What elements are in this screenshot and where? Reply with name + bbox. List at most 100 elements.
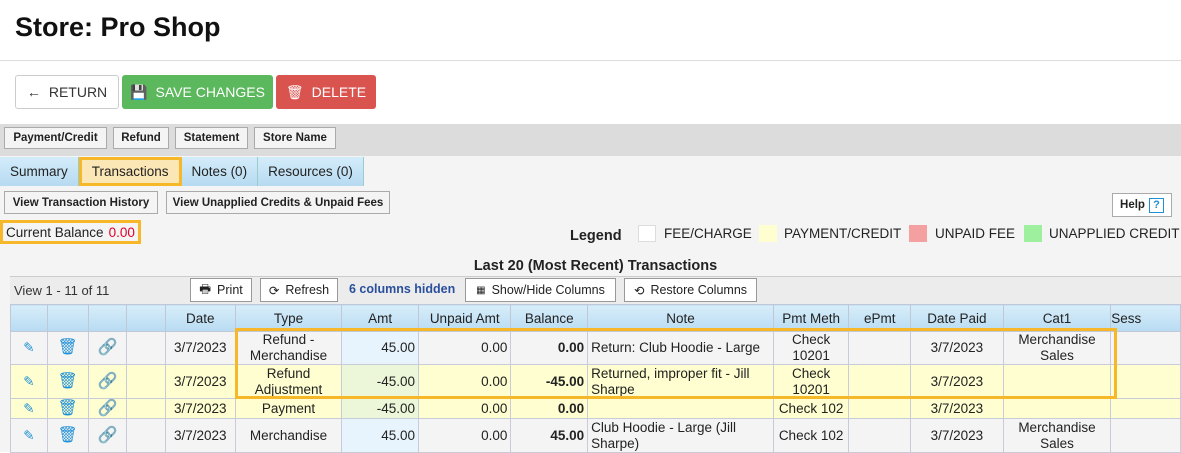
column-header[interactable] bbox=[126, 304, 166, 332]
grid-title: Last 20 (Most Recent) Transactions bbox=[473, 258, 718, 274]
column-header[interactable] bbox=[46, 304, 89, 332]
link-icon[interactable]: 🔗 bbox=[87, 398, 128, 419]
note-cell: Return: Club Hoodie - Large bbox=[587, 331, 774, 365]
note-cell: Club Hoodie - Large (Jill Sharpe) bbox=[587, 418, 774, 453]
date-paid-cell: 3/7/2023 bbox=[910, 364, 1004, 399]
column-header[interactable]: Type bbox=[234, 304, 343, 332]
print-button[interactable]: 🖶 Print bbox=[190, 278, 252, 302]
save-changes-button[interactable]: 💾 SAVE CHANGES bbox=[122, 75, 273, 109]
type-cell: Refund Adjustment bbox=[234, 364, 343, 399]
grid-icon: ▦ bbox=[476, 284, 486, 296]
restore-columns-button[interactable]: ⟲ Restore Columns bbox=[624, 278, 757, 302]
link-icon[interactable]: 🔗 bbox=[87, 418, 128, 453]
statement-button[interactable]: Statement bbox=[175, 127, 248, 149]
view-transaction-history-button[interactable]: View Transaction History bbox=[4, 191, 158, 214]
legend-payment: PAYMENT/CREDIT bbox=[784, 226, 902, 241]
unpaid-cell: 0.00 bbox=[417, 398, 512, 419]
tab-summary[interactable]: Summary bbox=[0, 157, 79, 186]
printer-icon: 🖶 bbox=[199, 281, 212, 296]
column-header[interactable] bbox=[87, 304, 128, 332]
trash-icon[interactable]: 🗑 bbox=[46, 331, 89, 365]
date-cell: 3/7/2023 bbox=[164, 331, 236, 365]
column-header[interactable]: Amt bbox=[341, 304, 419, 332]
tab-transactions[interactable]: Transactions bbox=[78, 157, 182, 186]
type-cell: Merchandise bbox=[234, 418, 343, 453]
date-paid-cell: 3/7/2023 bbox=[910, 418, 1004, 453]
balance-cell: 0.00 bbox=[510, 398, 589, 419]
epmt-cell bbox=[848, 331, 912, 365]
column-header[interactable]: Note bbox=[587, 304, 774, 332]
table-row: ✎ 🗑 🔗 3/7/2023 Refund - Merchandise 45.00 … bbox=[10, 331, 1181, 365]
date-paid-cell: 3/7/2023 bbox=[910, 398, 1004, 419]
epmt-cell bbox=[848, 418, 912, 453]
edit-icon[interactable]: ✎ bbox=[10, 418, 48, 453]
table-row: ✎ 🗑 🔗 3/7/2023 Refund Adjustment -45.00 0.… bbox=[10, 364, 1181, 399]
edit-icon[interactable]: ✎ bbox=[10, 364, 48, 399]
unpaid-cell: 0.00 bbox=[417, 331, 512, 365]
column-header[interactable]: Pmt Meth bbox=[772, 304, 850, 332]
delete-button[interactable]: 🗑 DELETE bbox=[276, 75, 376, 109]
column-header[interactable] bbox=[10, 304, 48, 332]
help-button[interactable]: Help? bbox=[1112, 193, 1172, 217]
empty-cell bbox=[126, 398, 166, 419]
arrow-left-icon: ← bbox=[26, 84, 41, 100]
column-header[interactable]: Date bbox=[164, 304, 236, 332]
amt-cell: 45.00 bbox=[341, 418, 419, 453]
unpaid-cell: 0.00 bbox=[417, 418, 512, 453]
columns-hidden-link[interactable]: 6 columns hidden bbox=[349, 282, 456, 296]
sess-cell bbox=[1110, 331, 1181, 365]
unpaid-cell: 0.00 bbox=[417, 364, 512, 399]
refresh-button[interactable]: ⟳ Refresh bbox=[260, 278, 338, 302]
amt-cell: -45.00 bbox=[341, 364, 419, 399]
cat1-cell: Merchandise Sales bbox=[1002, 331, 1112, 365]
column-header[interactable]: Balance bbox=[510, 304, 589, 332]
sess-cell bbox=[1110, 364, 1181, 399]
tab-resources[interactable]: Resources (0) bbox=[258, 157, 364, 186]
refund-button[interactable]: Refund bbox=[113, 127, 169, 149]
column-header[interactable]: Cat1 bbox=[1002, 304, 1112, 332]
type-cell: Refund - Merchandise bbox=[234, 331, 343, 365]
trash-icon[interactable]: 🗑 bbox=[46, 364, 89, 399]
legend-swatch-fee bbox=[638, 225, 656, 242]
column-header[interactable]: Date Paid bbox=[910, 304, 1004, 332]
trash-icon[interactable]: 🗑 bbox=[46, 398, 89, 419]
tab-notes[interactable]: Notes (0) bbox=[181, 157, 259, 186]
legend-title: Legend bbox=[570, 228, 622, 244]
balance-cell: 45.00 bbox=[510, 418, 589, 453]
restore-icon: ⟲ bbox=[633, 283, 645, 298]
help-icon: ? bbox=[1148, 197, 1164, 213]
show-hide-columns-button[interactable]: ▦ Show/Hide Columns bbox=[465, 278, 616, 302]
date-cell: 3/7/2023 bbox=[164, 418, 236, 453]
pmt-meth-cell: Check 102 bbox=[772, 398, 850, 419]
legend-unapplied: UNAPPLIED CREDIT bbox=[1049, 226, 1180, 241]
payment-credit-button[interactable]: Payment/Credit bbox=[4, 127, 107, 149]
date-cell: 3/7/2023 bbox=[164, 398, 236, 419]
tab-bar: Summary Transactions Notes (0) Resources… bbox=[0, 157, 364, 186]
save-icon: 💾 bbox=[130, 83, 148, 100]
trash-icon[interactable]: 🗑 bbox=[46, 418, 89, 453]
trash-icon: 🗑 bbox=[285, 83, 304, 100]
sess-cell bbox=[1110, 398, 1181, 419]
table-row: ✎ 🗑 🔗 3/7/2023 Merchandise 45.00 0.00 45.0… bbox=[10, 418, 1181, 453]
column-header[interactable]: ePmt bbox=[848, 304, 912, 332]
table-row: ✎ 🗑 🔗 3/7/2023 Payment -45.00 0.00 0.00 Ch… bbox=[10, 398, 1181, 419]
cat1-cell bbox=[1002, 398, 1112, 419]
amt-cell: 45.00 bbox=[341, 331, 419, 365]
edit-icon[interactable]: ✎ bbox=[10, 398, 48, 419]
balance-cell: 0.00 bbox=[510, 331, 589, 365]
epmt-cell bbox=[848, 364, 912, 399]
column-header[interactable]: Sess bbox=[1110, 304, 1181, 332]
store-name-button[interactable]: Store Name bbox=[254, 127, 336, 149]
legend-unpaid: UNPAID FEE bbox=[935, 226, 1016, 241]
link-icon[interactable]: 🔗 bbox=[87, 364, 128, 399]
divider bbox=[0, 60, 1181, 61]
date-paid-cell: 3/7/2023 bbox=[910, 331, 1004, 365]
view-unapplied-button[interactable]: View Unapplied Credits & Unpaid Fees bbox=[166, 191, 390, 214]
return-button[interactable]: ← RETURN bbox=[15, 75, 119, 109]
cat1-cell: Merchandise Sales bbox=[1002, 418, 1112, 453]
column-header[interactable]: Unpaid Amt bbox=[417, 304, 512, 332]
link-icon[interactable]: 🔗 bbox=[87, 331, 128, 365]
date-cell: 3/7/2023 bbox=[164, 364, 236, 399]
edit-icon[interactable]: ✎ bbox=[10, 331, 48, 365]
refresh-icon: ⟳ bbox=[268, 283, 280, 298]
